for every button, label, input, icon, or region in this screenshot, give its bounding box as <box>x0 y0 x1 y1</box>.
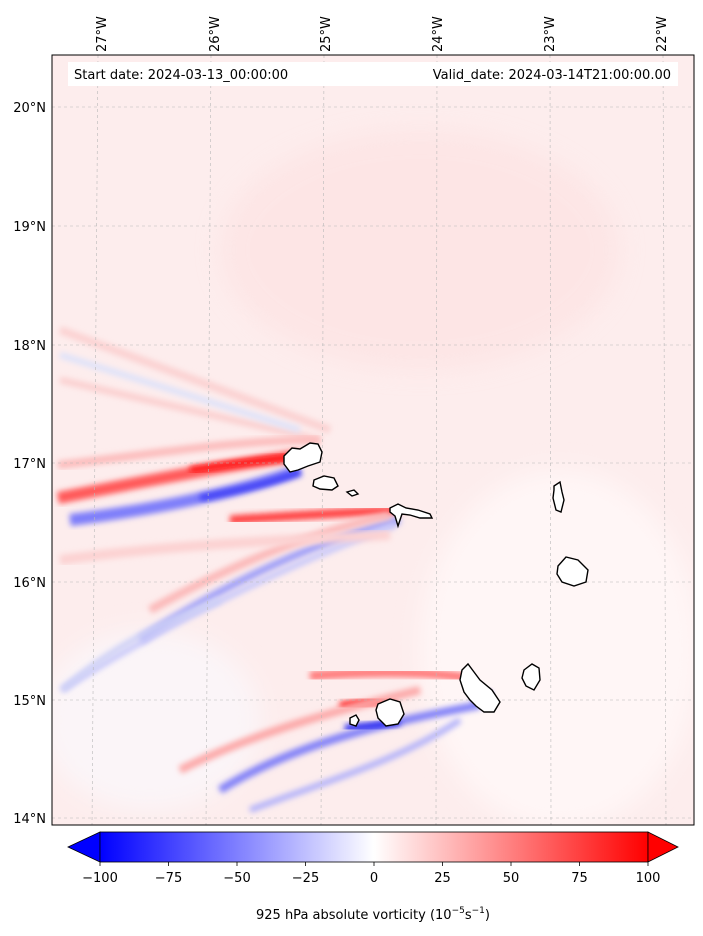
pink-streak <box>59 376 321 444</box>
blue-streak <box>59 352 301 433</box>
colorbar-tick-label: 100 <box>636 871 661 886</box>
gridline-lon <box>435 55 438 825</box>
colorbar-tick-label: −75 <box>155 871 182 886</box>
colorbar-tick-label: 75 <box>571 871 588 886</box>
colorbar-tick-label: −100 <box>82 871 118 886</box>
pink-band-central <box>59 530 391 565</box>
colorbar-max-extend <box>647 831 679 863</box>
gridline-lon <box>91 55 99 825</box>
lon-tick-label: 27°W <box>95 16 110 52</box>
colorbar-tick-label: 50 <box>503 871 520 886</box>
valid-date-label: Valid_date: 2024-03-14T21:00:00.00 <box>433 68 671 83</box>
colorbar: −100 −75 −50 −25 0 25 50 75 100 925 hPa … <box>67 831 679 923</box>
header-annotation-box <box>68 62 678 86</box>
lat-tick-label: 20°N <box>13 101 46 116</box>
gridline-lon <box>549 55 552 825</box>
longitude-labels: 27°W 26°W 25°W 24°W 23°W 22°W <box>95 16 670 52</box>
pink-region-north <box>220 130 620 370</box>
blue-tail-south <box>60 597 222 693</box>
island-sao-nicolau <box>389 503 434 529</box>
red-wake-central <box>229 505 401 525</box>
lon-tick-label: 25°W <box>319 16 334 52</box>
island-santiago <box>459 662 501 713</box>
lon-tick-label: 23°W <box>543 16 558 52</box>
colorbar-tick-label: −25 <box>292 871 319 886</box>
lat-tick-label: 17°N <box>13 457 46 472</box>
pink-wake-south <box>178 686 421 774</box>
island-santa-luzia <box>345 489 360 497</box>
island-maio <box>521 663 541 691</box>
latitude-labels: 14°N 15°N 16°N 17°N 18°N 19°N 20°N <box>13 101 46 827</box>
blue-wake-south <box>217 701 481 794</box>
colorbar-title: 925 hPa absolute vorticity (10−5s−1) <box>256 906 490 923</box>
gridline-lon <box>662 55 667 825</box>
gridline-lon <box>205 55 212 825</box>
lon-tick-label: 22°W <box>655 16 670 52</box>
map-frame <box>51 54 695 826</box>
colorbar-tick-label: −50 <box>223 871 250 886</box>
colorbar-title-end: ) <box>485 908 490 923</box>
colorbar-title-exp1: −5 <box>452 906 465 916</box>
colorbar-title-mid: s <box>465 908 472 923</box>
gridline-lon <box>320 55 325 825</box>
colorbar-title-main: 925 hPa absolute vorticity (10 <box>256 908 452 923</box>
lat-tick-label: 16°N <box>13 576 46 591</box>
blue-wake-south <box>248 717 462 813</box>
gridlines <box>52 55 694 825</box>
start-date-label: Start date: 2024-03-13_00:00:00 <box>74 68 288 83</box>
lon-tick-label: 26°W <box>208 16 223 52</box>
vorticity-field <box>52 55 694 825</box>
island-sal <box>552 480 565 513</box>
lat-tick-label: 19°N <box>13 220 46 235</box>
pink-streak <box>58 326 332 434</box>
island-boavista <box>556 556 589 587</box>
colorbar-tick-label: 25 <box>434 871 451 886</box>
island-brava <box>349 714 360 727</box>
lat-tick-label: 15°N <box>13 694 46 709</box>
pink-wake-central <box>148 511 391 614</box>
island-sao-vicente <box>312 475 339 491</box>
colorbar-gradient <box>99 831 649 863</box>
colorbar-title-exp2: −1 <box>472 906 485 916</box>
pale-region-southwest <box>52 630 260 810</box>
lon-tick-label: 24°W <box>431 16 446 52</box>
island-santo-antao <box>283 442 323 473</box>
map-panel <box>51 54 695 826</box>
lat-tick-label: 14°N <box>13 812 46 827</box>
colorbar-tick-label: 0 <box>370 871 378 886</box>
colorbar-ticks <box>99 862 649 866</box>
red-wake-south <box>309 667 471 683</box>
blue-wake-north-core <box>199 469 302 501</box>
coastlines <box>283 442 589 727</box>
island-fogo <box>375 698 405 727</box>
lat-tick-label: 18°N <box>13 339 46 354</box>
colorbar-min-extend <box>67 831 101 863</box>
pale-region-east <box>420 470 694 825</box>
pink-wake-north <box>57 436 321 469</box>
